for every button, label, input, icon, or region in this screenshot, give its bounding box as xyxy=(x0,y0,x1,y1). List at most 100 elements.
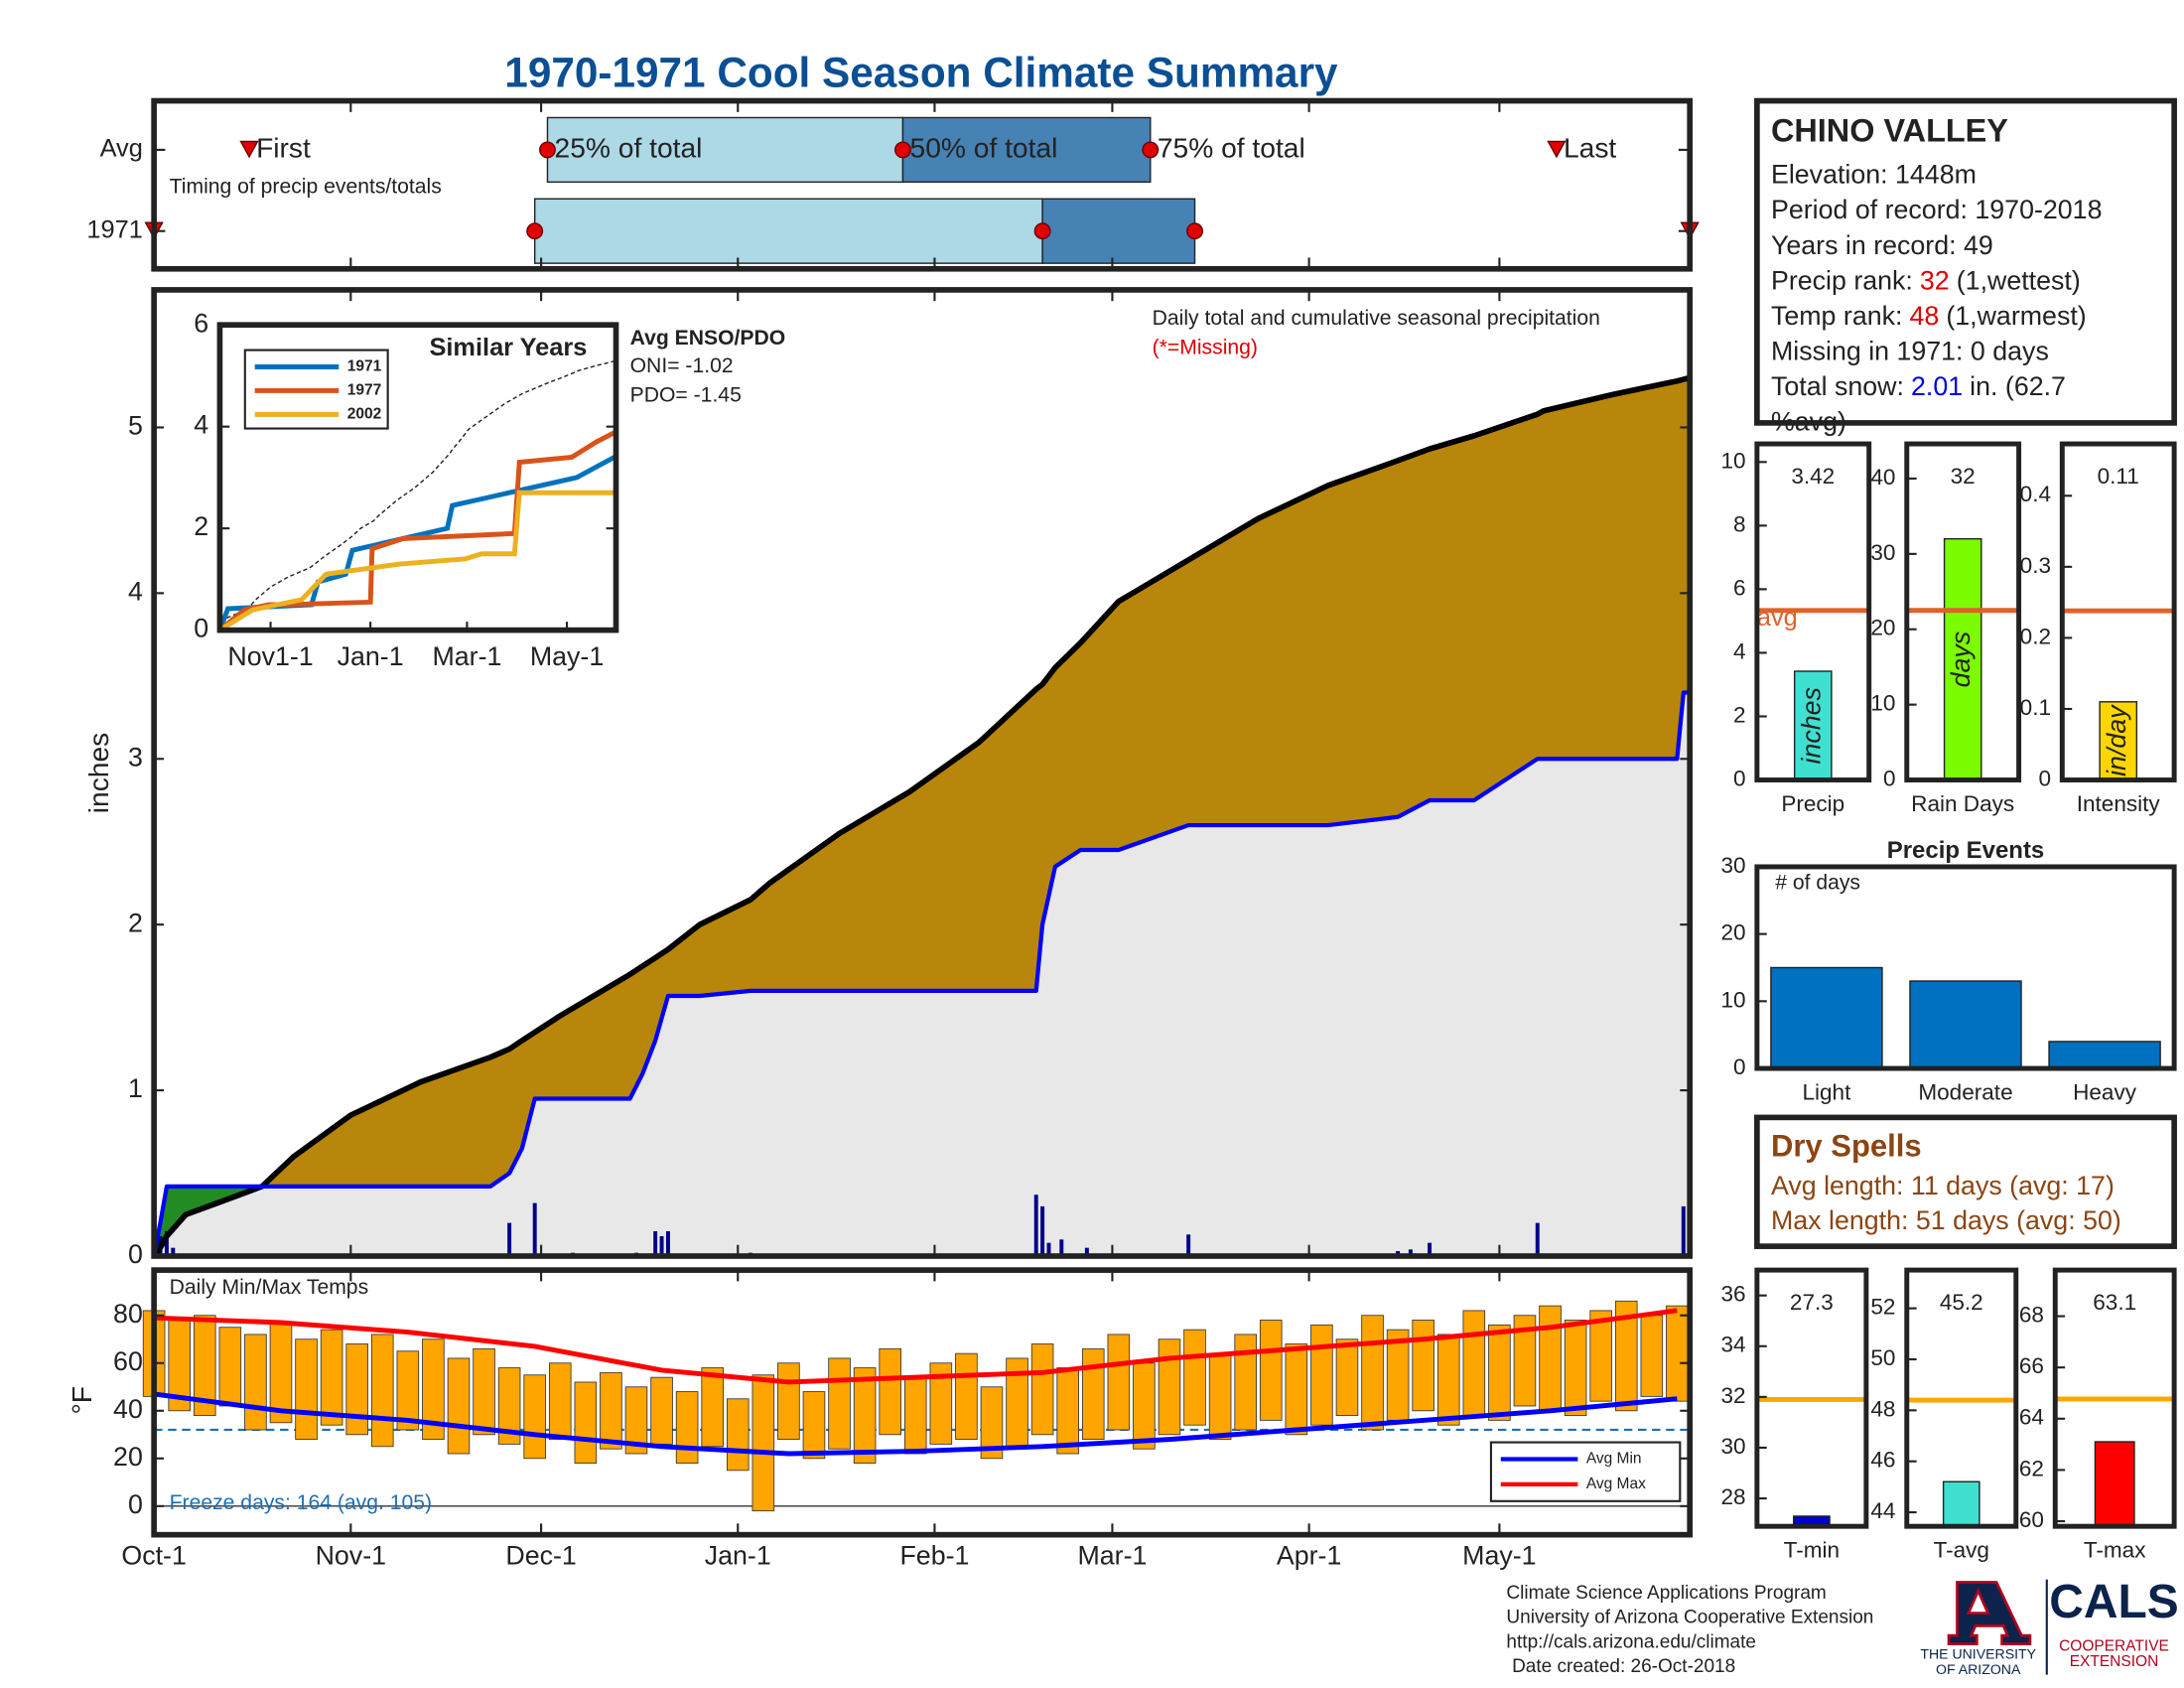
temp-bar xyxy=(523,1374,546,1460)
line-label: Precip rank: xyxy=(1771,265,1913,295)
x-tick-label: Heavy xyxy=(2073,1079,2137,1104)
quartile-box xyxy=(533,198,1043,264)
bar xyxy=(2099,701,2138,781)
temp-bar xyxy=(955,1352,978,1441)
y-tick-label: 40 xyxy=(113,1394,143,1424)
temp-bar xyxy=(828,1357,851,1450)
logo-unit: COOPERATIVE xyxy=(2059,1638,2169,1655)
temp-bar xyxy=(1361,1315,1384,1431)
y-tick-label: 68 xyxy=(2019,1303,2044,1328)
y-tick-label: 20 xyxy=(1870,616,1895,640)
temp-bar xyxy=(1488,1324,1511,1421)
daily-bar xyxy=(164,1230,169,1257)
y-tick-label: 6 xyxy=(1733,575,1746,600)
temp-bar xyxy=(1539,1305,1562,1412)
temp-bar xyxy=(1030,1343,1054,1436)
y-tick-label: 20 xyxy=(113,1442,143,1472)
panel-frame xyxy=(216,322,619,633)
temp-bar xyxy=(777,1362,800,1441)
unit-label: in/day xyxy=(2102,704,2131,776)
station-line: Precip rank: 32 (1,wettest) xyxy=(1771,265,2081,295)
temp-bar xyxy=(1208,1352,1232,1441)
logo-name: CALS xyxy=(2049,1576,2179,1628)
quartile-dot xyxy=(894,141,911,159)
temp-bar xyxy=(1133,1362,1156,1450)
y-tick-label: 30 xyxy=(1720,1434,1745,1459)
y-tick-label: 44 xyxy=(1870,1498,1895,1523)
temp-bar xyxy=(1183,1329,1206,1426)
y-tick-label: 6 xyxy=(194,308,208,338)
page-title: 1970-1971 Cool Season Climate Summary xyxy=(504,49,1338,95)
temp-bar xyxy=(473,1347,495,1436)
panel-frame xyxy=(1754,864,2177,1071)
legend-label: 1971 xyxy=(347,358,382,375)
y-tick-label: 8 xyxy=(1733,511,1746,536)
base-area xyxy=(154,692,1691,1257)
temp-bar xyxy=(447,1357,471,1455)
x-tick-label: Nov1-1 xyxy=(227,641,313,671)
logo-text: THE UNIVERSITY xyxy=(1920,1646,2036,1662)
line-label: Missing in 1971: 0 days xyxy=(1771,336,2049,365)
x-tick-label: Nov-1 xyxy=(316,1540,386,1570)
y-tick-label: 10 xyxy=(1870,691,1895,716)
temp-bar xyxy=(1462,1310,1486,1417)
event-marker xyxy=(1547,140,1567,159)
station-line: %avg) xyxy=(1771,407,1846,437)
panel-title: Precip Events xyxy=(1887,837,2045,864)
temp-bar xyxy=(1310,1324,1333,1426)
avg-temp-line xyxy=(154,1308,1678,1385)
temp-bar xyxy=(1513,1315,1537,1407)
station-line: Total snow: 2.01 in. (62.7 xyxy=(1771,371,2066,401)
daily-bar xyxy=(653,1230,658,1257)
x-tick-label: May-1 xyxy=(1462,1540,1536,1570)
x-axis-label: Rain Days xyxy=(1911,791,2014,816)
footer-line: Climate Science Applications Program xyxy=(1506,1583,1826,1604)
y-axis-label: inches xyxy=(82,733,114,813)
temp-bar xyxy=(1589,1310,1612,1402)
unit-label: days xyxy=(1946,632,1976,688)
y-tick-label: 34 xyxy=(1720,1333,1745,1357)
y-tick-label: 60 xyxy=(2019,1507,2044,1532)
annotation: # of days xyxy=(1775,871,1860,894)
logo-text: OF ARIZONA xyxy=(1936,1661,2021,1677)
x-tick-label: Dec-1 xyxy=(505,1540,576,1570)
x-axis-label: Intensity xyxy=(2077,791,2161,816)
quartile-dot xyxy=(539,141,556,159)
y-tick-label: 0 xyxy=(1883,766,1896,790)
y-tick-label: 0.4 xyxy=(2020,482,2051,506)
y-tick-label: 48 xyxy=(1870,1396,1895,1421)
temp-bar xyxy=(218,1327,242,1407)
y-tick-label: 0 xyxy=(128,1239,143,1269)
line-note: in. (62.7 xyxy=(1970,371,2066,401)
y-tick-label: 1 xyxy=(128,1073,143,1103)
x-tick-label: Mar-1 xyxy=(1077,1540,1147,1570)
y-tick-label: 50 xyxy=(1870,1345,1895,1370)
value-label: 3.42 xyxy=(1791,464,1835,489)
bar xyxy=(2048,1041,2161,1069)
panel-frame xyxy=(1904,441,2022,782)
bar xyxy=(2094,1441,2135,1527)
y-tick-label: 80 xyxy=(113,1299,143,1329)
y-tick-label: 10 xyxy=(1720,448,1745,473)
daily-bar xyxy=(1535,1222,1540,1257)
temp-bar xyxy=(193,1315,216,1417)
bar xyxy=(1793,670,1833,781)
line-label: %avg) xyxy=(1771,407,1846,437)
row-label: 1971 xyxy=(86,215,142,243)
value-label: 27.3 xyxy=(1790,1290,1834,1315)
footer-line: Date created: 26-Oct-2018 xyxy=(1512,1656,1735,1677)
station-line: Temp rank: 48 (1,warmest) xyxy=(1771,301,2087,331)
bar xyxy=(1909,980,2022,1069)
temp-bar xyxy=(751,1374,775,1512)
y-tick-label: 0.2 xyxy=(2020,624,2051,648)
x-axis-label: T-min xyxy=(1784,1538,1840,1563)
y-tick-label: 2 xyxy=(194,511,208,541)
temp-bar xyxy=(1158,1338,1181,1436)
x-axis-label: T-max xyxy=(2084,1538,2146,1563)
daily-bar xyxy=(507,1222,512,1257)
logo-unit: EXTENSION xyxy=(2070,1653,2159,1670)
annotation: ONI= -1.02 xyxy=(630,354,734,377)
y-tick-label: 30 xyxy=(1720,853,1745,878)
y-tick-label: 3 xyxy=(128,742,143,772)
x-axis-label: Precip xyxy=(1781,791,1844,816)
